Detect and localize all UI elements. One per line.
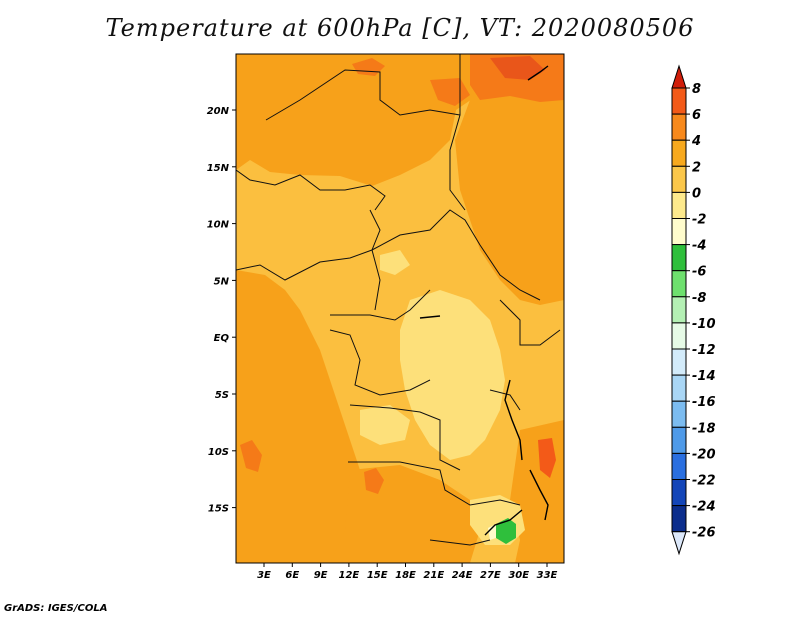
region-central-low-2 — [360, 405, 410, 445]
region-warm-ne-top — [490, 56, 545, 80]
colorbar-label: -8 — [692, 291, 706, 306]
region-central-low — [400, 290, 505, 460]
colorbar-label: 6 — [692, 108, 701, 123]
lon-tick-label: 3E — [257, 570, 271, 581]
lat-tick-label: 20N — [207, 106, 230, 117]
lon-tick-label: 9E — [314, 570, 328, 581]
lat-tick-label: EQ — [214, 333, 230, 344]
lon-tick-label: 30E — [508, 570, 529, 581]
colorbar-segment — [671, 348, 687, 376]
coastline-lakes — [419, 65, 549, 536]
colorbar-segment — [671, 479, 687, 507]
map-frame — [235, 53, 565, 564]
lon-axis: 3E 6E 9E 12E 15E 18E 21E 24E 27E 30E 33E — [257, 563, 558, 581]
colorbar-label: -4 — [692, 239, 706, 254]
map-title: Temperature at 600hPa [C], VT: 202008050… — [105, 14, 695, 42]
country-boundaries — [236, 54, 561, 546]
lon-tick-label: 33E — [537, 570, 558, 581]
colorbar-segment — [671, 165, 687, 193]
lon-tick-label: 24E — [452, 570, 473, 581]
region-north-cool — [380, 250, 410, 275]
colorbar-label: -14 — [692, 369, 716, 384]
colorbar: 8 6 4 2 0 -2 -4 -6 -8 -10 -12 -14 -16 -18 -20 -22 -24 -26 — [671, 64, 716, 556]
lat-tick-label: 15N — [207, 163, 230, 174]
colorbar-segment — [671, 505, 687, 533]
colorbar-segment — [671, 244, 687, 272]
map-plot-area — [236, 54, 564, 563]
colorbar-top-arrow — [671, 64, 687, 89]
region-atlantic — [236, 270, 370, 563]
region-warm-south — [364, 468, 384, 494]
colorbar-segment — [671, 452, 687, 480]
colorbar-segment — [671, 113, 687, 141]
region-east-africa — [455, 54, 564, 305]
region-sahara-north — [236, 54, 480, 186]
lon-tick-label: 6E — [285, 570, 299, 581]
colorbar-segment — [671, 218, 687, 246]
colorbar-label: -2 — [692, 213, 706, 228]
lat-tick-label: 15S — [208, 504, 229, 515]
colorbar-label: -12 — [692, 343, 716, 358]
colorbar-segment — [671, 400, 687, 428]
colorbar-label: -16 — [692, 395, 716, 410]
lat-tick-label: 5N — [214, 276, 230, 287]
grads-credit: GrADS: IGES/COLA — [4, 603, 108, 614]
colorbar-label: 8 — [692, 82, 701, 97]
colorbar-label: -10 — [692, 317, 716, 332]
colorbar-label: -26 — [692, 526, 716, 541]
region-warm-west — [240, 440, 262, 472]
lat-axis: 20N 15N 10N 5N EQ 5S 10S 15S — [207, 106, 236, 515]
colorbar-label: -18 — [692, 421, 716, 436]
colorbar-segment — [671, 270, 687, 298]
colorbar-bottom-arrow — [671, 531, 687, 556]
colorbar-label: 4 — [691, 134, 701, 149]
colorbar-segment — [671, 191, 687, 219]
colorbar-label: 0 — [692, 186, 701, 201]
lon-tick-label: 21E — [423, 570, 444, 581]
lon-tick-label: 18E — [395, 570, 416, 581]
region-zambia-cool-spot — [496, 518, 516, 544]
colorbar-label: -6 — [692, 265, 706, 280]
colorbar-segment — [671, 296, 687, 324]
colorbar-label: -22 — [692, 474, 716, 489]
colorbar-segment — [671, 426, 687, 454]
region-warm-lake — [538, 438, 556, 478]
colorbar-segment — [671, 374, 687, 402]
lon-tick-label: 15E — [367, 570, 388, 581]
lat-tick-label: 10S — [208, 447, 229, 458]
colorbar-segment — [671, 139, 687, 167]
colorbar-label: -20 — [692, 447, 716, 462]
colorbar-label: 2 — [692, 160, 701, 175]
lat-tick-label: 10N — [207, 220, 230, 231]
colorbar-segment — [671, 322, 687, 350]
region-zambia-cool-ring — [488, 524, 496, 540]
colorbar-label: -24 — [692, 500, 716, 515]
lon-tick-label: 27E — [480, 570, 501, 581]
lat-tick-label: 5S — [215, 390, 229, 401]
lon-tick-label: 12E — [339, 570, 360, 581]
colorbar-segment — [671, 87, 687, 115]
